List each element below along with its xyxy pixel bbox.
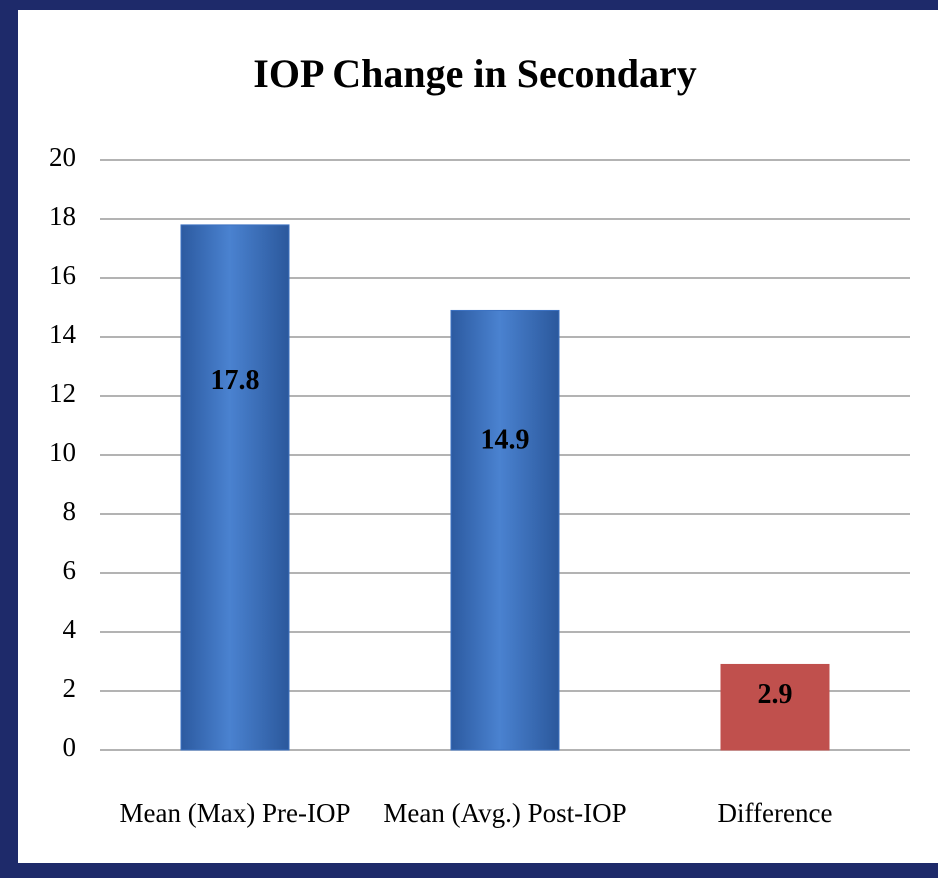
data-label: 14.9 <box>481 425 530 456</box>
y-tick-label: 8 <box>63 496 77 526</box>
y-tick-label: 18 <box>49 201 76 231</box>
y-tick-label: 4 <box>63 614 77 644</box>
data-label: 2.9 <box>758 679 793 710</box>
bar <box>450 309 560 751</box>
bar <box>720 663 830 751</box>
y-tick-label: 10 <box>49 437 76 467</box>
y-tick-label: 16 <box>49 260 76 290</box>
chart-title: IOP Change in Secondary <box>253 51 696 96</box>
bar <box>180 224 290 751</box>
y-tick-label: 20 <box>49 142 76 172</box>
y-tick-label: 14 <box>49 319 77 349</box>
x-tick-label: Mean (Max) Pre-IOP <box>120 798 351 828</box>
y-tick-label: 0 <box>63 732 77 762</box>
y-tick-label: 2 <box>63 673 77 703</box>
y-tick-label: 6 <box>63 555 77 585</box>
x-tick-label: Mean (Avg.) Post-IOP <box>383 798 626 828</box>
y-tick-label: 12 <box>49 378 76 408</box>
x-tick-label: Difference <box>718 798 833 828</box>
data-label: 17.8 <box>211 365 260 396</box>
